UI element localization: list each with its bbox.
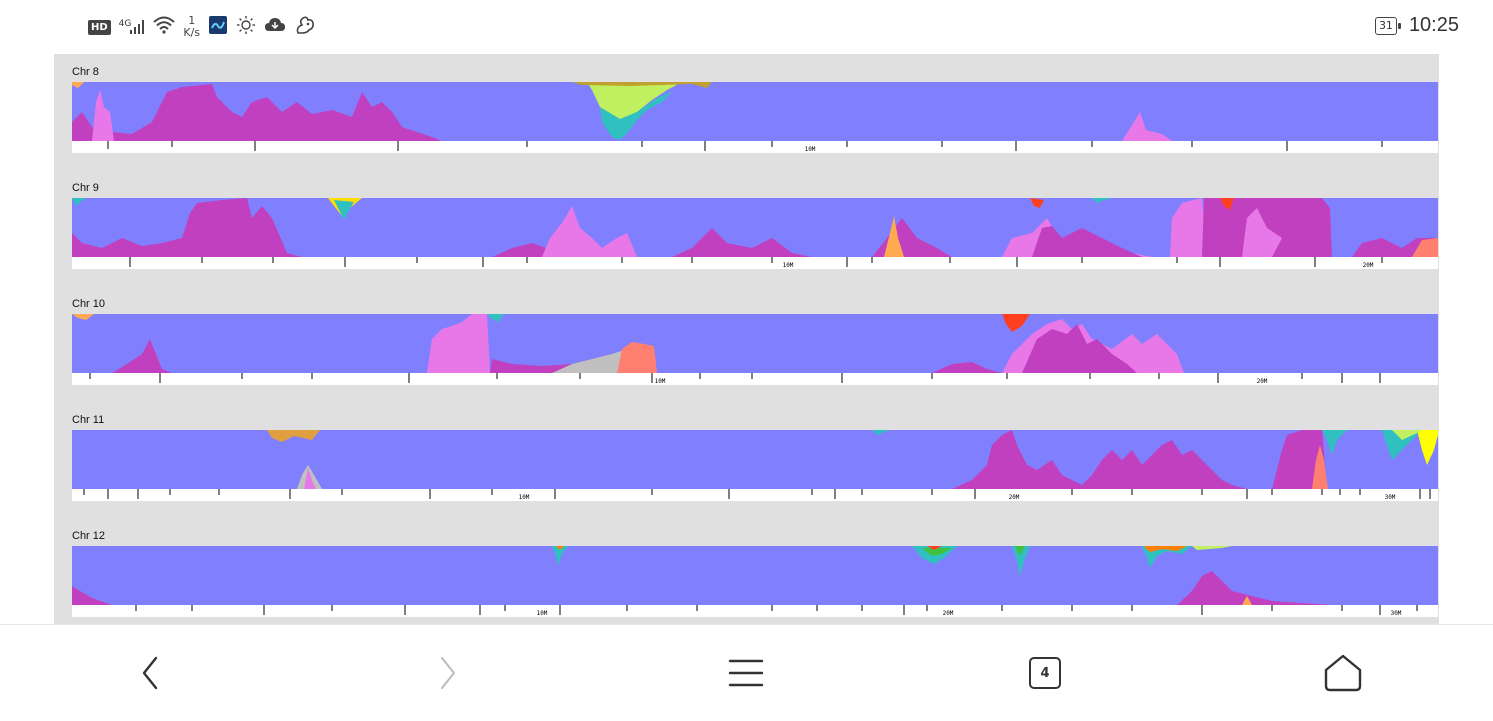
home-button[interactable]	[1319, 649, 1367, 697]
axis-tick-label: 10M	[537, 610, 548, 617]
ancestry-plot[interactable]	[72, 430, 1438, 489]
ancestry-plot-svg	[72, 546, 1332, 605]
app-icon	[208, 15, 228, 39]
ancestry-plot-svg	[72, 314, 1184, 373]
position-axis: 10M 20M	[72, 257, 1438, 269]
status-clock: 10:25	[1408, 14, 1459, 36]
chromosome-track: Chr 8	[54, 54, 1439, 170]
ancestry-plot-svg	[72, 82, 1172, 141]
signal-icon: 4G	[119, 19, 146, 35]
squirrel-icon	[294, 15, 316, 39]
axis-ticks: 10M	[107, 141, 1383, 153]
chromosome-track: Chr 11	[54, 402, 1439, 518]
browser-nav-bar: 4	[0, 624, 1493, 721]
axis-tick-label: 10M	[805, 146, 816, 153]
axis-tick-label: 10M	[783, 262, 794, 269]
battery-icon: 31	[1374, 16, 1401, 35]
position-axis: 10M	[72, 141, 1438, 153]
axis-tick-label: 20M	[1009, 494, 1020, 501]
status-bar: HD 4G 1 K/s 31 10:25	[0, 0, 1493, 54]
ancestry-plot[interactable]	[72, 314, 1438, 373]
axis-ticks: 10M 20M	[129, 257, 1383, 269]
speed-unit: K/s	[183, 26, 201, 39]
home-icon	[1324, 654, 1362, 692]
ancestry-plot[interactable]	[72, 82, 1438, 141]
ancestry-plot-svg	[267, 430, 1438, 489]
axis-tick-label: 30M	[1385, 494, 1396, 501]
forward-button[interactable]	[424, 649, 472, 697]
axis-tick-label: 20M	[1363, 262, 1374, 269]
menu-button[interactable]	[722, 649, 770, 697]
chromosome-track: Chr 9	[54, 170, 1439, 286]
axis-tick-label: 20M	[1257, 378, 1268, 385]
chromosome-track: Chr 10	[54, 286, 1439, 402]
speed-value: 1	[188, 14, 196, 27]
axis-tick-label: 10M	[655, 378, 666, 385]
cloud-icon	[264, 16, 286, 38]
tab-count: 4	[1040, 665, 1050, 681]
forward-icon	[441, 657, 455, 689]
axis-ticks: 10M 20M 30M	[135, 605, 1418, 617]
position-axis: 10M 20M	[72, 373, 1438, 385]
ancestry-plot[interactable]	[72, 198, 1438, 257]
position-axis: 10M 20M 30M	[72, 605, 1438, 617]
chromosome-label: Chr 12	[72, 530, 106, 542]
ancestry-plot[interactable]	[72, 546, 1438, 605]
back-button[interactable]	[126, 649, 174, 697]
network-speed: 1 K/s	[183, 15, 200, 39]
axis-tick-label: 10M	[519, 494, 530, 501]
chromosome-label: Chr 11	[72, 414, 105, 426]
axis-ticks: 10M 20M 30M	[83, 489, 1431, 501]
wifi-icon	[153, 16, 176, 38]
chromosome-track: Chr 12	[54, 518, 1439, 624]
tabs-icon: 4	[1029, 657, 1061, 689]
brightness-icon	[236, 15, 256, 39]
hd-icon: HD	[88, 19, 111, 35]
axis-tick-label: 30M	[1391, 610, 1402, 617]
menu-icon	[728, 659, 764, 687]
network-type: 4G	[118, 19, 132, 29]
axis-ticks: 10M 20M	[89, 373, 1381, 385]
back-icon	[142, 656, 158, 690]
position-axis: 10M 20M 30M	[72, 489, 1438, 501]
axis-tick-label: 20M	[943, 610, 954, 617]
tabs-button[interactable]: 4	[1021, 649, 1069, 697]
status-icons-left: HD 4G 1 K/s	[88, 12, 316, 42]
chromosome-label: Chr 10	[72, 298, 106, 310]
chromosome-label: Chr 9	[72, 182, 99, 194]
chromosome-label: Chr 8	[72, 66, 99, 78]
status-icons-right: 31 10:25	[1374, 14, 1459, 37]
chromosome-painting-view[interactable]: Chr 8	[54, 54, 1439, 624]
battery-level: 31	[1378, 19, 1393, 32]
ancestry-plot-svg	[72, 198, 1438, 257]
